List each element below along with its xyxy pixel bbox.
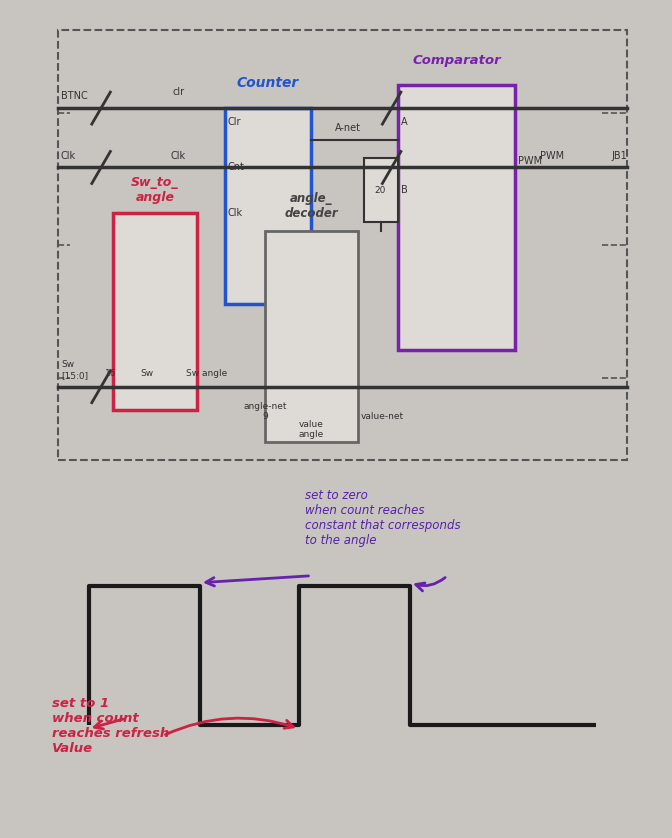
- Bar: [265, 231, 358, 442]
- Text: Sw
[15:0]: Sw [15:0]: [61, 360, 88, 380]
- Text: A: A: [401, 116, 407, 127]
- Bar: [364, 158, 398, 222]
- Bar: [398, 85, 515, 350]
- Text: JB1: JB1: [611, 151, 627, 161]
- Text: set to 1
when count
reaches refresh
Value: set to 1 when count reaches refresh Valu…: [52, 697, 169, 756]
- Text: Sw_to_
angle: Sw_to_ angle: [131, 176, 179, 204]
- Text: BTNC: BTNC: [61, 91, 87, 101]
- Text: Cnt: Cnt: [228, 163, 245, 173]
- Text: value-net: value-net: [361, 412, 404, 421]
- Text: Clk: Clk: [228, 208, 243, 218]
- Text: angle-net
9: angle-net 9: [243, 401, 287, 421]
- Text: 20: 20: [375, 186, 386, 194]
- Text: Comparator: Comparator: [412, 54, 501, 67]
- Text: 16: 16: [105, 369, 116, 378]
- Text: angle_
decoder: angle_ decoder: [284, 192, 338, 220]
- Bar: [224, 108, 311, 304]
- Text: Clk: Clk: [171, 151, 186, 161]
- Text: clr: clr: [172, 86, 184, 96]
- Text: Clk: Clk: [61, 151, 76, 161]
- Text: A-net: A-net: [335, 123, 362, 133]
- Text: Sw angle: Sw angle: [185, 369, 226, 378]
- Bar: [114, 213, 197, 410]
- Text: Clr: Clr: [228, 116, 241, 127]
- Text: value
angle: value angle: [298, 420, 324, 439]
- Text: Sw: Sw: [141, 369, 154, 378]
- Text: Counter: Counter: [237, 75, 299, 90]
- Text: set to zero
when count reaches
constant that corresponds
to the angle: set to zero when count reaches constant …: [305, 489, 461, 547]
- Text: PWM: PWM: [540, 151, 564, 161]
- Text: B: B: [401, 185, 408, 195]
- Text: PWM: PWM: [518, 156, 542, 166]
